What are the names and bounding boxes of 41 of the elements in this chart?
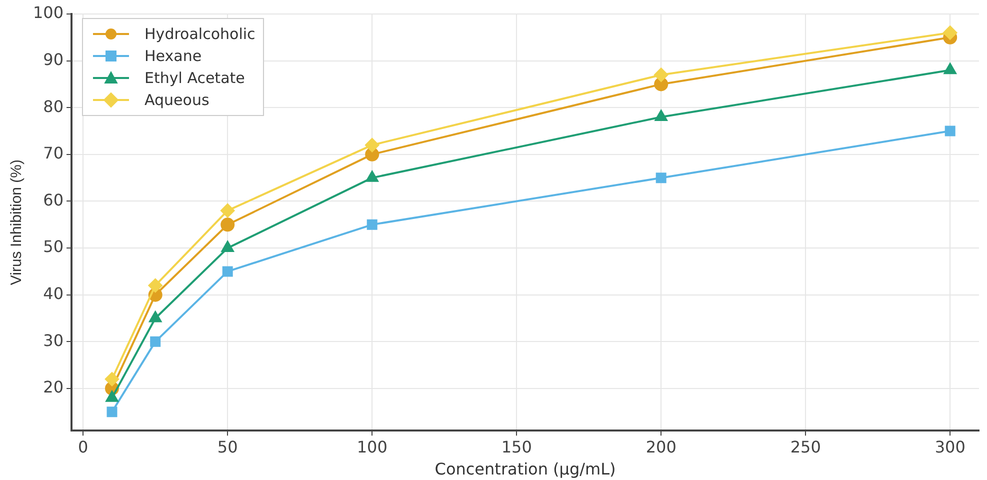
point — [220, 218, 235, 232]
point — [654, 110, 668, 121]
x-tick-label: 0 — [78, 437, 88, 456]
y-tick-label: 50 — [43, 237, 64, 256]
legend-label: Ethyl Acetate — [144, 69, 245, 87]
y-tick-label: 40 — [43, 284, 64, 304]
point — [944, 126, 956, 136]
point — [105, 372, 119, 386]
point — [943, 26, 958, 40]
legend-label: Hexane — [144, 47, 202, 65]
y-axis-title: Virus Inhibition (%) — [8, 159, 26, 286]
y-tick-label: 100 — [32, 3, 64, 22]
point — [106, 390, 118, 402]
point — [221, 241, 234, 252]
point — [366, 219, 378, 230]
x-axis-title: Concentration (µg/mL) — [434, 460, 616, 479]
x-tick-label: 150 — [501, 437, 532, 456]
point — [222, 266, 233, 277]
y-tick-label: 70 — [43, 144, 64, 163]
point — [149, 311, 162, 322]
y-tick-label: 90 — [43, 50, 64, 69]
point — [106, 406, 118, 418]
point — [220, 204, 235, 218]
point — [656, 172, 666, 184]
x-tick-label: 200 — [646, 437, 676, 456]
point — [654, 68, 668, 82]
y-tick-label: 30 — [43, 330, 64, 350]
point — [366, 170, 378, 182]
legend-label: Aqueous — [144, 91, 210, 109]
point — [365, 138, 380, 152]
legend-label: Hydroalcoholic — [144, 25, 256, 43]
x-tick-label: 250 — [790, 437, 821, 456]
y-tick-label: 80 — [43, 96, 64, 116]
x-tick-label: 100 — [356, 437, 388, 456]
point — [150, 336, 161, 347]
y-tick-label: 60 — [43, 190, 64, 210]
x-tick-label: 300 — [934, 437, 966, 456]
x-tick-label: 50 — [217, 437, 238, 456]
point — [944, 63, 956, 74]
point — [148, 278, 162, 292]
y-tick-label: 20 — [43, 378, 64, 397]
